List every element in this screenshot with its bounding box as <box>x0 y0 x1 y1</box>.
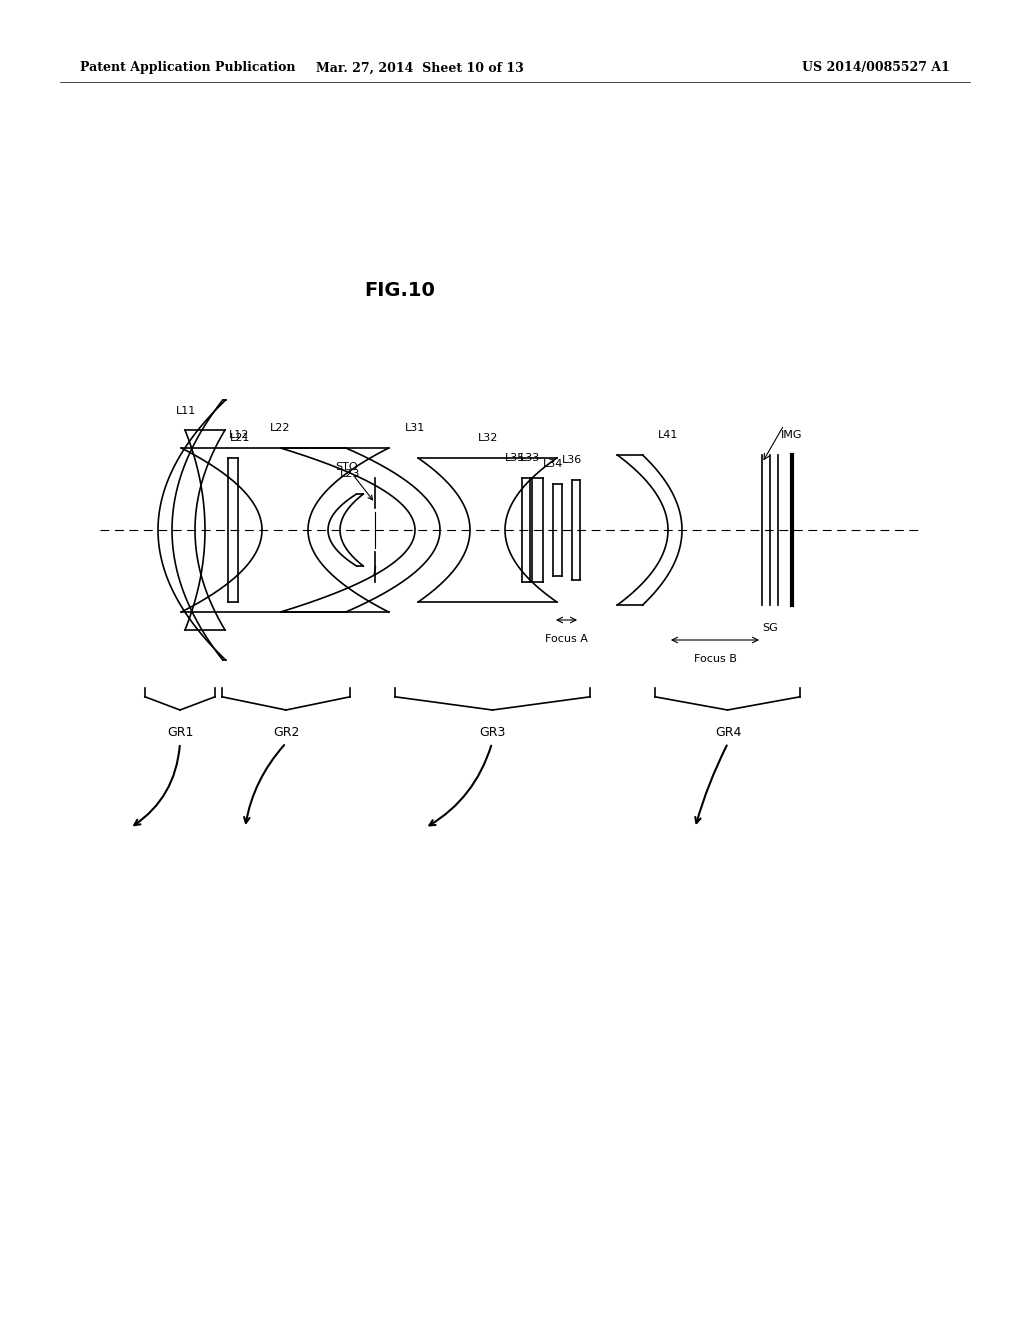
Text: GR3: GR3 <box>479 726 505 739</box>
Text: L33: L33 <box>520 453 540 463</box>
Text: IMG: IMG <box>781 430 803 440</box>
Text: L12: L12 <box>229 430 250 440</box>
Text: GR4: GR4 <box>715 726 741 739</box>
Text: GR2: GR2 <box>272 726 299 739</box>
Text: US 2014/0085527 A1: US 2014/0085527 A1 <box>802 62 950 74</box>
Text: L35: L35 <box>505 453 525 463</box>
Text: L23: L23 <box>340 469 360 479</box>
Text: L32: L32 <box>478 433 499 444</box>
Text: Patent Application Publication: Patent Application Publication <box>80 62 296 74</box>
Text: L36: L36 <box>562 455 582 465</box>
Text: L11: L11 <box>176 407 197 416</box>
Text: L31: L31 <box>404 422 425 433</box>
Text: L21: L21 <box>230 433 251 444</box>
Text: Focus A: Focus A <box>545 634 588 644</box>
Text: L34: L34 <box>543 459 563 469</box>
Text: I: I <box>373 565 377 578</box>
Text: L41: L41 <box>657 430 678 440</box>
Text: Focus B: Focus B <box>693 653 736 664</box>
Text: GR1: GR1 <box>167 726 194 739</box>
Text: STO: STO <box>336 462 373 500</box>
Text: SG: SG <box>762 623 778 634</box>
Text: Mar. 27, 2014  Sheet 10 of 13: Mar. 27, 2014 Sheet 10 of 13 <box>316 62 524 74</box>
Text: FIG.10: FIG.10 <box>365 281 435 300</box>
Text: L22: L22 <box>270 422 291 433</box>
